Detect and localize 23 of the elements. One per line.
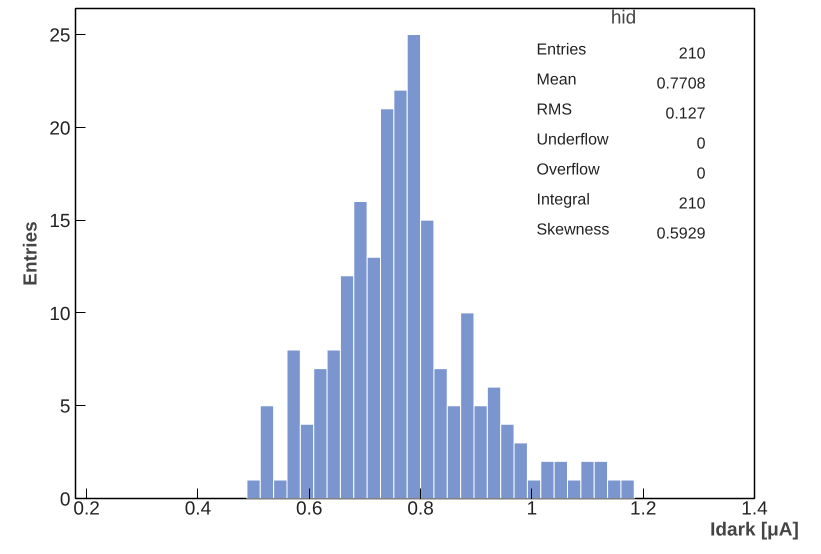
x-tick-label: 1.4 [741,498,768,520]
text: Underflow 0 [536,132,706,152]
y-tick-label: 10 [49,304,71,325]
x-tick-label: 0.8 [407,498,434,520]
y-tick-label: 0 [60,490,71,510]
text: Integral 210 [536,192,706,212]
text: Entries 210 [536,42,706,62]
y-tick-label: 25 [49,25,71,46]
y-axis-title: Entries [20,221,42,286]
chart-title: hid [610,8,636,28]
x-axis-title: Idark [μA] [710,520,799,540]
x-tick-label: 0.6 [296,498,322,520]
y-tick-label: 15 [49,211,71,232]
text: RMS 0.127 [536,102,706,122]
x-tick-label: 0.4 [184,498,212,520]
y-tick-label: 20 [49,118,71,140]
text: Overflow 0 [536,162,706,182]
text: Skewness 0.5929 [536,222,706,242]
x-tick-label: 1.2 [630,498,656,520]
text: Mean 0.7708 [536,72,706,92]
y-tick-label: 5 [60,396,71,418]
x-tick-label: 0.2 [73,498,100,520]
x-tick-label: 1 [526,498,538,520]
